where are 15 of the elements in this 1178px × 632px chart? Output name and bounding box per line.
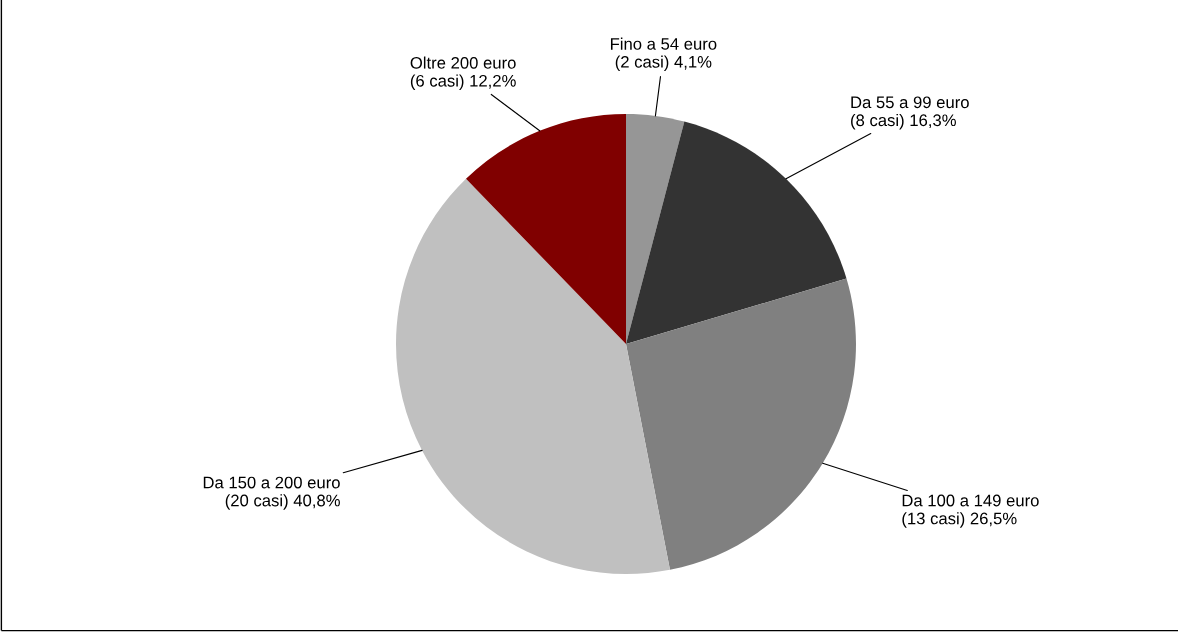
slice-label: Fino a 54 euro [610,37,717,50]
slice-label: Da 100 a 149 euro [902,494,1039,507]
data-label: (20 casi) 40,8% [225,494,340,510]
data-label: (2 casi) 4,1% [615,55,712,72]
slice-label: Oltre 200 euro [410,56,516,69]
pie-slice [626,121,847,344]
slice-label: Da 150 a 200 euro [203,476,340,489]
pie-slice [465,114,626,344]
pie-slice [396,178,670,574]
pie-slice [626,278,856,570]
pie-slice [626,114,685,344]
slice-label: Da 55 a 99 euro [851,96,969,109]
data-label: (13 casi) 26,5% [902,512,1017,528]
data-label: (6 casi) 12,2% [410,74,516,90]
data-label: (8 casi) 16,3% [851,113,956,130]
